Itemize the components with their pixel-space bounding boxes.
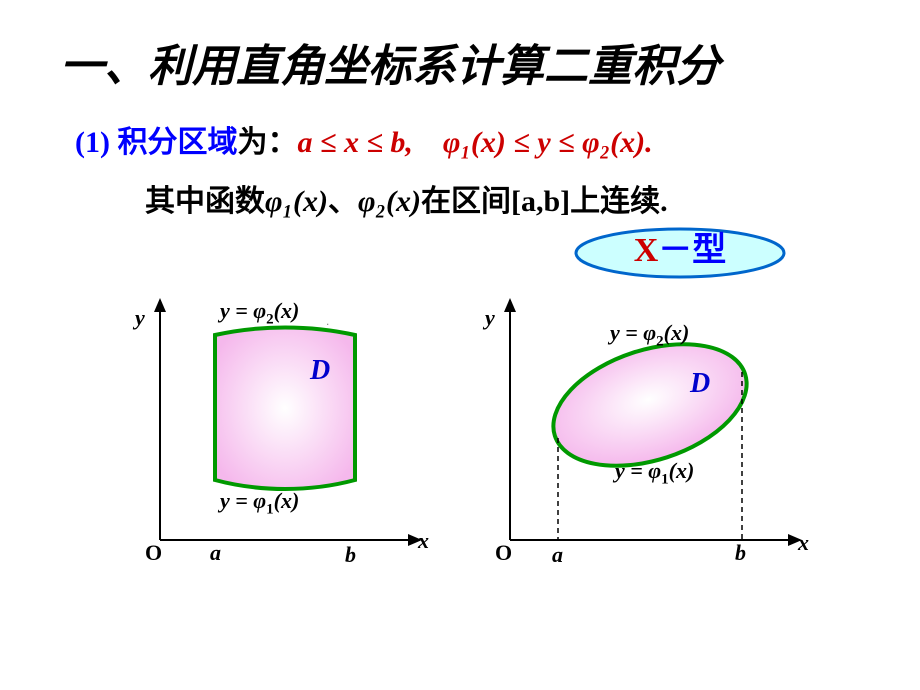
- bottom-curve-label: y = φ1(x): [615, 458, 694, 488]
- top-curve-label: y = φ2(x): [610, 320, 689, 350]
- x-axis-label: x: [798, 530, 809, 556]
- page-title: 一、利用直角坐标系计算二重积分: [0, 0, 920, 109]
- phi1: φ₁(x): [265, 185, 328, 218]
- diagram-left: y x O a b D y = φ2(x) y = φ1(x): [100, 290, 470, 610]
- text-part-2: 在区间: [421, 185, 511, 218]
- region-D-label: D: [310, 355, 330, 387]
- x-type-badge: X－型: [570, 225, 790, 281]
- region-math: a ≤ x ≤ b, φ₁(x) ≤ y ≤ φ₂(x).: [297, 126, 652, 159]
- separator: 、: [328, 185, 358, 218]
- region-D-label: D: [690, 368, 710, 400]
- text-part-1: 其中函数: [145, 185, 265, 218]
- badge-text: X－型: [570, 225, 790, 281]
- y-axis-label: y: [135, 305, 145, 331]
- bottom-curve-label: y = φ1(x): [220, 488, 299, 518]
- b-label: b: [735, 540, 746, 566]
- definition-line: (1) 积分区域为：a ≤ x ≤ b, φ₁(x) ≤ y ≤ φ₂(x).: [0, 109, 920, 166]
- continuity-line: 其中函数φ₁(x)、φ₂(x)在区间[a,b]上连续.: [0, 166, 920, 225]
- top-curve-label: y = φ2(x): [220, 298, 299, 328]
- a-label: a: [210, 540, 221, 566]
- region-label: 积分区域: [117, 126, 237, 159]
- badge-type: 型: [692, 232, 726, 269]
- interval-ab: [a,b]: [511, 185, 570, 218]
- badge-x: X: [634, 232, 659, 269]
- origin-label: O: [145, 540, 162, 566]
- text-part-3: 上连续.: [570, 185, 668, 218]
- badge-dash: －: [658, 232, 692, 269]
- x-axis-label: x: [418, 528, 429, 554]
- b-label: b: [345, 542, 356, 568]
- phi2: φ₂(x): [358, 185, 421, 218]
- diagram-right: y x O a b D y = φ2(x) y = φ1(x): [440, 290, 810, 610]
- a-label: a: [552, 542, 563, 568]
- diagrams-container: y x O a b D y = φ2(x) y = φ1(x): [100, 290, 860, 610]
- region-label-suffix: 为：: [237, 126, 297, 159]
- origin-label: O: [495, 540, 512, 566]
- item-number: (1): [75, 126, 110, 159]
- y-axis-label: y: [485, 305, 495, 331]
